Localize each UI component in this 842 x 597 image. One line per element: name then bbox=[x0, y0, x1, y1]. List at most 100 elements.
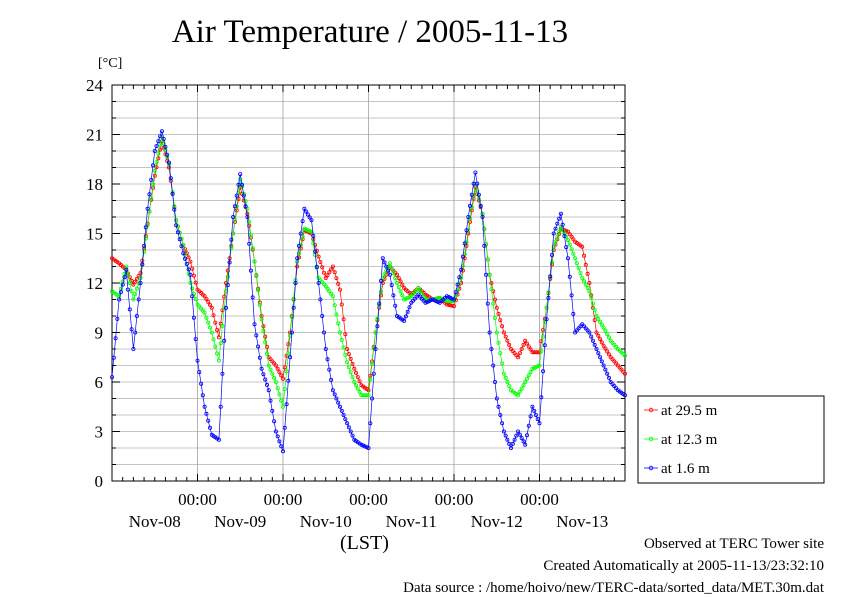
series-point bbox=[158, 134, 163, 139]
series-point bbox=[211, 337, 216, 342]
series-point bbox=[375, 324, 380, 329]
series-point bbox=[293, 280, 298, 285]
x-day-label: Nov-10 bbox=[300, 512, 352, 531]
series-point bbox=[603, 367, 608, 372]
series-point bbox=[179, 244, 184, 249]
series-point bbox=[516, 355, 521, 360]
series-point bbox=[329, 377, 334, 382]
series-point bbox=[596, 316, 601, 321]
series-point bbox=[541, 334, 546, 339]
y-tick-label: 15 bbox=[86, 225, 103, 244]
series-point bbox=[473, 170, 478, 175]
series-point bbox=[525, 376, 530, 381]
series-point bbox=[311, 233, 316, 238]
series-point bbox=[186, 267, 191, 272]
series-point bbox=[569, 293, 574, 298]
series-point bbox=[305, 212, 310, 217]
series-point bbox=[603, 328, 608, 333]
series-point bbox=[272, 375, 277, 380]
series-point bbox=[111, 355, 116, 360]
series-point bbox=[184, 261, 189, 266]
series-point bbox=[320, 265, 325, 270]
series-point bbox=[138, 271, 143, 276]
series-point bbox=[133, 279, 138, 284]
series-point bbox=[551, 231, 556, 236]
y-axis-unit: [°C] bbox=[98, 56, 123, 71]
series-point bbox=[346, 365, 351, 370]
series-point bbox=[623, 353, 628, 358]
series-point bbox=[464, 228, 469, 233]
series-point bbox=[263, 340, 268, 345]
series-point bbox=[500, 421, 505, 426]
series-point bbox=[248, 233, 253, 238]
y-tick-label: 3 bbox=[95, 423, 104, 442]
series-point bbox=[191, 273, 196, 278]
x-tick-time-label: 00:00 bbox=[264, 490, 303, 509]
series-point bbox=[216, 437, 221, 442]
series-point bbox=[346, 425, 351, 430]
chart-title: Air Temperature / 2005-11-13 bbox=[171, 14, 569, 50]
series-point bbox=[279, 444, 284, 449]
series-point bbox=[243, 204, 248, 209]
series-point bbox=[605, 371, 610, 376]
series-point bbox=[569, 247, 574, 252]
series-point bbox=[501, 371, 506, 376]
series-point bbox=[544, 317, 549, 322]
series-point bbox=[583, 282, 588, 287]
footer-line-site: Observed at TERC Tower site bbox=[643, 536, 824, 552]
series-point bbox=[446, 302, 451, 307]
series-point bbox=[580, 275, 585, 280]
series-point bbox=[188, 272, 193, 277]
series-point bbox=[213, 320, 218, 325]
legend-entry-label: at 29.5 m bbox=[661, 403, 718, 419]
series-point bbox=[330, 388, 335, 393]
series-point bbox=[277, 370, 282, 375]
series-point bbox=[133, 292, 138, 297]
series-point bbox=[133, 330, 138, 335]
series-point bbox=[523, 379, 528, 384]
series-point bbox=[391, 271, 396, 276]
series-point bbox=[140, 262, 145, 267]
series-point bbox=[585, 285, 590, 290]
series-point bbox=[268, 367, 273, 372]
series-point bbox=[188, 259, 193, 264]
series-point bbox=[154, 160, 159, 165]
series-point bbox=[592, 307, 597, 312]
series-point bbox=[316, 254, 321, 259]
series-point bbox=[147, 209, 152, 214]
series-point bbox=[492, 316, 497, 321]
series-point bbox=[142, 243, 147, 248]
series-point bbox=[193, 297, 198, 302]
series-point bbox=[110, 375, 115, 380]
series-point bbox=[489, 280, 494, 285]
series-point bbox=[150, 182, 155, 187]
series-point bbox=[182, 256, 187, 261]
series-point bbox=[256, 344, 261, 349]
series-point bbox=[528, 347, 533, 352]
x-day-label: Nov-08 bbox=[129, 512, 181, 531]
series-point bbox=[309, 218, 314, 223]
series-point bbox=[177, 237, 182, 242]
series-point bbox=[156, 156, 161, 161]
series-point bbox=[523, 338, 528, 343]
series-point bbox=[494, 305, 499, 310]
series-point bbox=[366, 445, 371, 450]
series-point bbox=[134, 313, 139, 318]
series-point bbox=[334, 396, 339, 401]
series-point bbox=[190, 286, 195, 291]
series-point bbox=[357, 389, 362, 394]
series-point bbox=[337, 287, 342, 292]
series-point bbox=[466, 214, 471, 219]
series-point bbox=[216, 358, 221, 363]
series-point bbox=[174, 218, 179, 223]
series-point bbox=[270, 408, 275, 413]
series-point bbox=[514, 433, 519, 438]
series-point bbox=[368, 421, 373, 426]
series-point bbox=[279, 373, 284, 378]
series-point bbox=[378, 289, 383, 294]
series-point bbox=[337, 404, 342, 409]
series-point bbox=[505, 379, 510, 384]
series-point bbox=[526, 423, 531, 428]
series-point bbox=[578, 271, 583, 276]
series-point bbox=[389, 283, 394, 288]
